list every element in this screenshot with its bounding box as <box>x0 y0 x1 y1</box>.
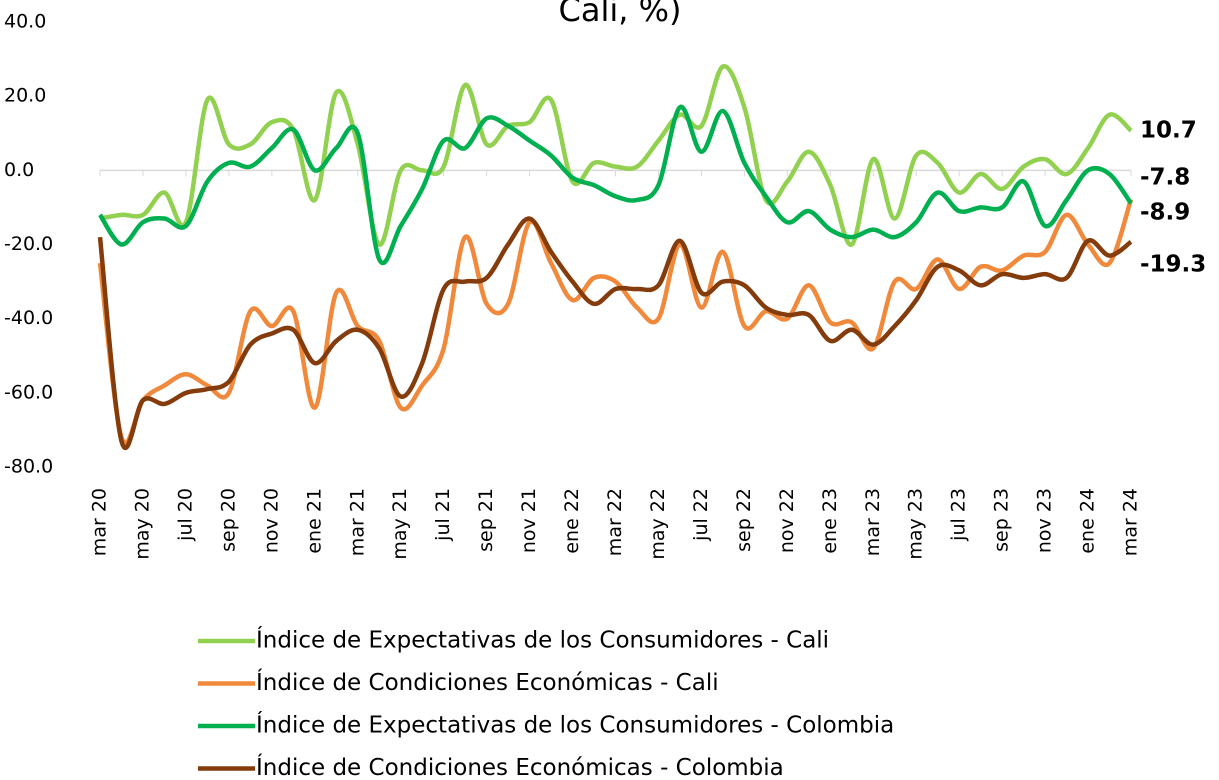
x-tick-label: sep 22 <box>733 488 755 552</box>
x-tick-label: ene 24 <box>1077 488 1099 554</box>
series-line <box>97 216 1133 451</box>
x-tick-label: nov 22 <box>776 488 798 553</box>
x-tick-label: sep 20 <box>217 488 239 552</box>
x-tick-label: nov 23 <box>1034 488 1056 553</box>
x-tick-label: mar 20 <box>89 488 111 556</box>
x-tick-label: jul 22 <box>690 488 712 542</box>
x-tick-label: ene 22 <box>561 488 583 554</box>
legend-text: Índice de Expectativas de los Consumidor… <box>256 626 829 654</box>
x-tick-label: sep 23 <box>991 488 1013 552</box>
y-tick-label: -20.0 <box>4 233 53 255</box>
x-tick-label: sep 21 <box>475 488 497 552</box>
x-tick-label: may 22 <box>647 488 669 560</box>
x-tick-label: ene 21 <box>303 488 325 554</box>
series-line <box>97 198 1134 446</box>
x-tick-label: nov 20 <box>260 488 282 553</box>
y-tick-label: -80.0 <box>4 456 53 478</box>
x-tick-label: nov 21 <box>518 488 540 553</box>
value-label: -19.3 <box>1140 252 1206 278</box>
y-tick-label: 0.0 <box>4 159 34 181</box>
x-tick-label: may 23 <box>905 488 927 560</box>
x-tick-label: jul 21 <box>432 488 454 542</box>
value-label: 10.7 <box>1140 118 1197 144</box>
value-label: -8.9 <box>1140 200 1190 226</box>
x-tick-label: ene 23 <box>819 488 841 554</box>
series-line <box>99 64 1133 247</box>
y-tick-label: -60.0 <box>4 381 53 403</box>
x-tick-label: jul 23 <box>948 488 970 542</box>
x-tick-label: mar 21 <box>346 488 368 556</box>
y-tick-label: 20.0 <box>4 85 46 107</box>
x-tick-label: may 21 <box>389 488 411 560</box>
x-tick-label: mar 24 <box>1120 488 1142 556</box>
y-tick-label: 40.0 <box>4 11 46 33</box>
value-label: -7.8 <box>1140 165 1190 191</box>
x-tick-label: mar 23 <box>862 488 884 556</box>
x-tick-label: jul 20 <box>174 488 196 542</box>
legend-text: Índice de Condiciones Económicas - Cali <box>256 668 719 696</box>
y-tick-label: -40.0 <box>4 307 53 329</box>
legend-text: Índice de Expectativas de los Consumidor… <box>256 711 894 739</box>
x-tick-label: may 20 <box>131 488 153 560</box>
chart-title: Cali, %) <box>559 0 682 29</box>
x-tick-label: mar 22 <box>604 488 626 556</box>
legend-text: Índice de Condiciones Económicas - Colom… <box>256 753 784 780</box>
series-line <box>98 105 1133 265</box>
